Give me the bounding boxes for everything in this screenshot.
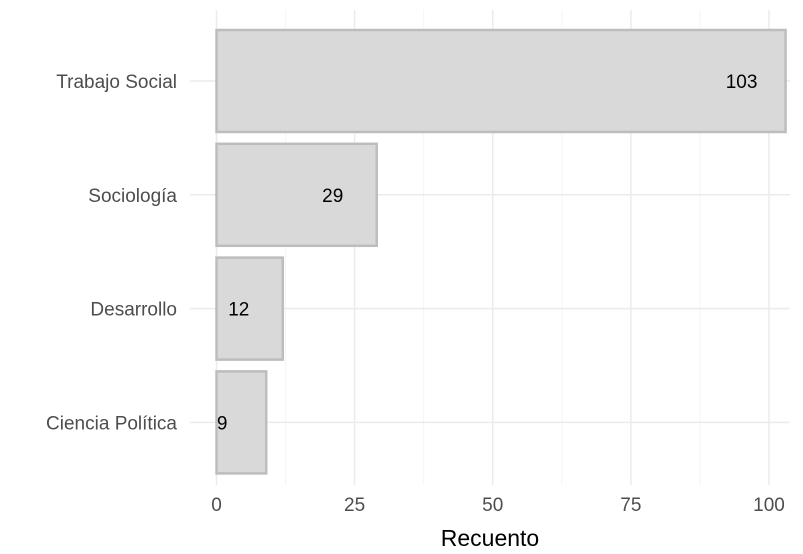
bar-value-label: 29: [322, 186, 343, 207]
bar: [215, 142, 378, 248]
bar: [215, 28, 787, 134]
category-label: Desarrollo: [90, 300, 177, 321]
bar: [215, 370, 268, 475]
x-tick-labels: 0 25 50 75 100: [211, 495, 785, 516]
x-tick-label: 25: [344, 495, 365, 516]
bar-value-label: 12: [228, 300, 249, 321]
category-label: Trabajo Social: [56, 72, 177, 93]
bars: 103 29 12 9: [215, 28, 787, 475]
category-labels: Trabajo Social Sociología Desarrollo Cienci…: [46, 72, 177, 434]
bar: [215, 256, 285, 361]
bar-value-label: 103: [726, 72, 758, 93]
x-tick-label: 75: [620, 495, 641, 516]
x-tick-label: 0: [211, 495, 222, 516]
category-label: Sociología: [88, 186, 177, 207]
category-label: Ciencia Política: [46, 413, 177, 434]
x-tick-label: 50: [482, 495, 503, 516]
x-axis-title: Recuento: [441, 525, 539, 551]
x-tick-label: 100: [753, 495, 785, 516]
bar-value-label: 9: [217, 413, 228, 434]
